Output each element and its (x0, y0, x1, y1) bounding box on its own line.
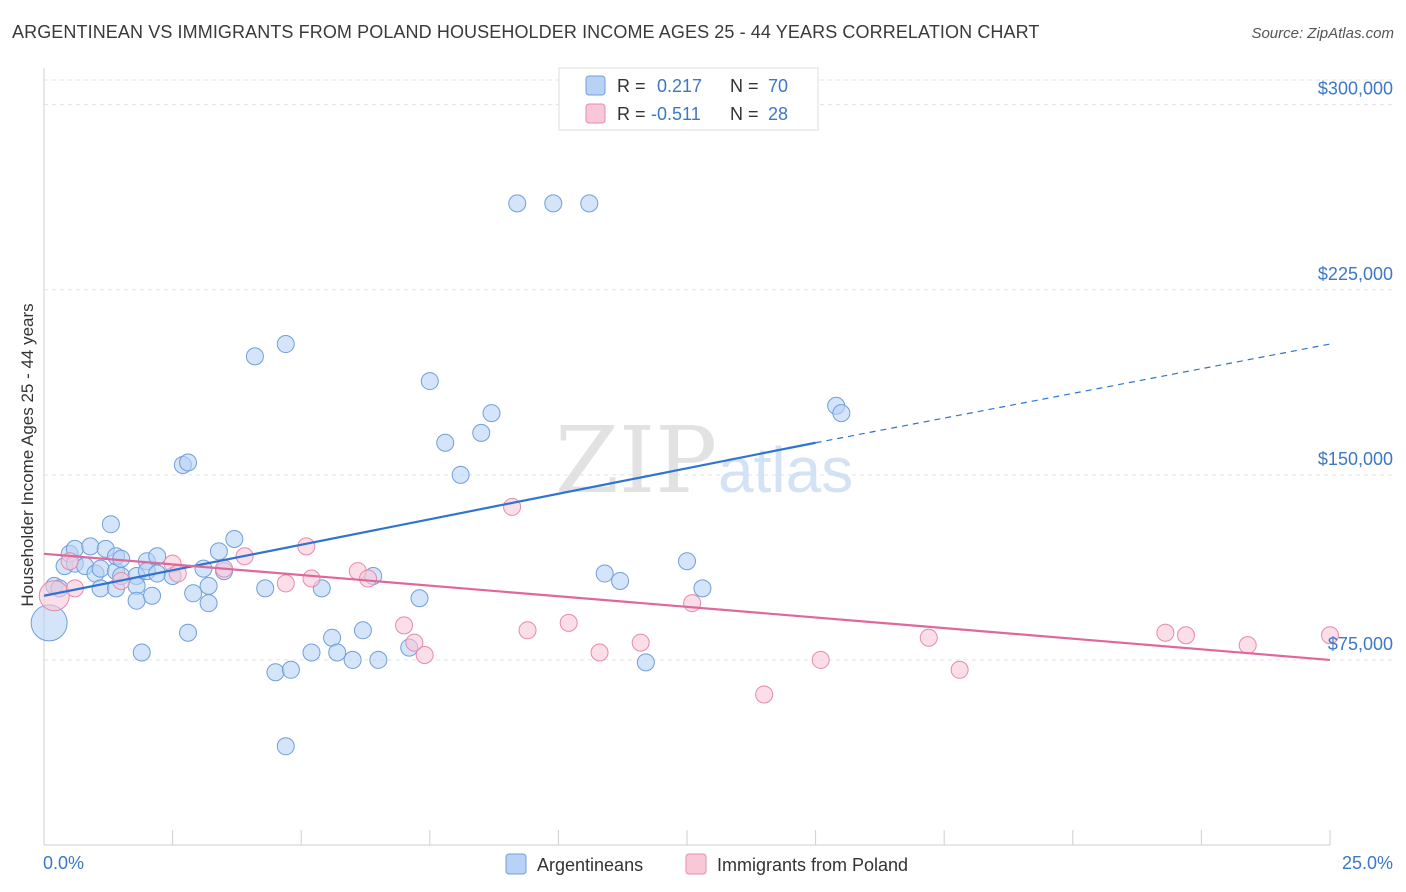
argentineans-point (81, 537, 100, 556)
stats-r-label-1: R = (617, 104, 646, 124)
watermark: ZIP atlas (555, 407, 853, 514)
argentineans-point (436, 433, 455, 452)
source-label: Source: ZipAtlas.com (1251, 25, 1394, 42)
stats-swatch-poland (585, 103, 606, 124)
argentineans-point (482, 404, 501, 423)
poland-point (1321, 626, 1339, 645)
poland-point (395, 616, 414, 635)
poland-point (405, 633, 424, 652)
stats-n-value-1: 28 (768, 104, 788, 124)
argentineans-point (420, 372, 439, 391)
poland-point (755, 685, 774, 704)
poland-point (297, 537, 316, 556)
argentineans-point (143, 586, 162, 605)
watermark-zip: ZIP (555, 407, 717, 514)
argentineans-point (343, 650, 362, 669)
argentineans-point (410, 589, 429, 608)
stats-n-label-1: N = (730, 104, 759, 124)
argentineans-point (328, 643, 347, 662)
y-tick-label: $150,000 (1318, 449, 1393, 469)
poland-point (518, 621, 537, 640)
poland-point (919, 628, 938, 647)
argentineans-point (595, 564, 614, 583)
x-tick-label-min: 0.0% (43, 853, 84, 873)
poland-point (590, 643, 609, 662)
x-tick-label-max: 25.0% (1342, 853, 1393, 873)
trend-line-argentineans-extension (815, 343, 1331, 444)
poland-point (683, 594, 702, 613)
poland-point (302, 569, 321, 588)
y-tick-labels: $75,000 $150,000 $225,000 $300,000 (1318, 79, 1393, 654)
argentineans-point (544, 194, 563, 213)
argentineans-point (353, 621, 372, 640)
argentineans-point (580, 194, 599, 213)
argentineans-point (127, 591, 146, 610)
poland-point (1156, 623, 1175, 642)
argentineans-point (101, 515, 120, 534)
argentineans-point (91, 559, 110, 578)
argentineans-point (276, 737, 295, 756)
argentineans-point (451, 465, 470, 484)
poland-point (359, 569, 378, 588)
poland-point (415, 645, 434, 664)
stats-n-label-0: N = (730, 76, 759, 96)
chart-title: ARGENTINEAN VS IMMIGRANTS FROM POLAND HO… (12, 22, 1040, 42)
poland-point (811, 650, 830, 669)
stats-r-value-0: 0.217 (657, 76, 702, 96)
argentineans-point (832, 404, 851, 423)
argentineans-point (199, 576, 218, 595)
stats-n-value-0: 70 (768, 76, 788, 96)
argentineans-point (281, 660, 300, 679)
y-tick-label: $300,000 (1318, 79, 1393, 99)
stats-legend: R = 0.217 N = 70 R = -0.511 N = 28 (558, 67, 819, 131)
trend-line-poland (43, 552, 1331, 662)
legend-label-poland: Immigrants from Poland (717, 855, 908, 875)
y-tick-label: $225,000 (1318, 264, 1393, 284)
argentineans-point (302, 643, 321, 662)
argentineans-point (184, 584, 203, 603)
poland-point (38, 580, 70, 612)
argentineans-point (693, 579, 712, 598)
trend-line-argentineans (43, 441, 816, 597)
trend-lines (43, 343, 1331, 662)
argentineans-point (508, 194, 527, 213)
legend-swatch-argentineans (505, 853, 527, 875)
poland-point (1238, 636, 1257, 655)
poland-point (1176, 626, 1195, 645)
x-tick-labels: 0.0% 25.0% (43, 853, 1393, 873)
argentineans-point (276, 335, 295, 354)
gridlines (44, 79, 1395, 661)
legend-swatch-poland (685, 853, 707, 875)
argentineans-point (369, 650, 388, 669)
argentineans-point (199, 594, 218, 613)
argentineans-point (245, 347, 264, 366)
legend-label-argentineans: Argentineans (537, 855, 643, 875)
stats-r-value-1: -0.511 (651, 104, 701, 124)
argentineans-point (179, 623, 198, 642)
series-poland (38, 497, 1339, 704)
argentineans-point (209, 542, 228, 561)
argentineans-point (678, 552, 696, 571)
argentineans-point (611, 571, 630, 590)
watermark-atlas: atlas (718, 434, 853, 506)
stats-swatch-argentineans (585, 75, 606, 96)
poland-point (276, 574, 295, 593)
series-legend: Argentineans Immigrants from Poland (505, 853, 908, 875)
argentineans-point (132, 643, 151, 662)
poland-point (950, 660, 969, 679)
poland-point (559, 613, 578, 632)
axes (43, 68, 1331, 846)
argentineans-point (266, 663, 285, 682)
stats-r-label-0: R = (617, 76, 646, 96)
argentineans-point (472, 423, 491, 442)
y-tick-label: $75,000 (1328, 634, 1393, 654)
argentineans-point (256, 579, 275, 598)
argentineans-point (225, 530, 244, 548)
argentineans-point (636, 653, 655, 672)
poland-point (631, 633, 650, 652)
argentineans-point (179, 453, 198, 472)
